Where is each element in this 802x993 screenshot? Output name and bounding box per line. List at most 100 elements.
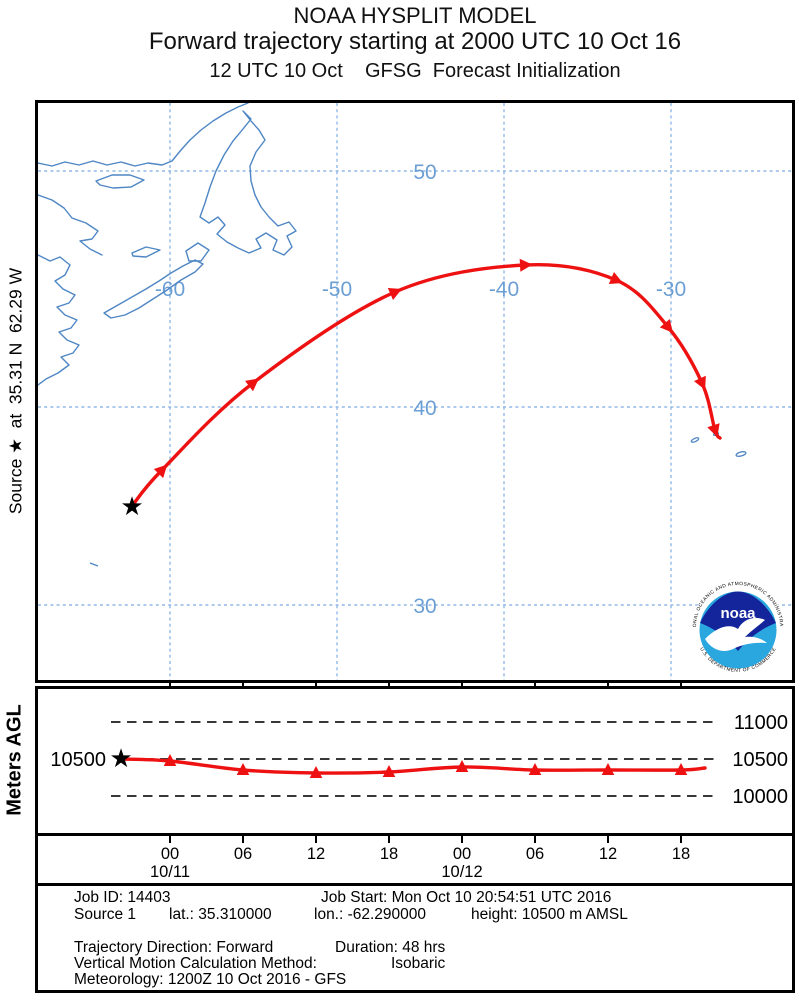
longitude-label: -60 [155,278,185,301]
info-segment: lat.: 35.310000 [169,906,272,923]
height-panel-top-tick [680,681,682,686]
time-tick-label: 00 [452,845,472,863]
info-segment: lon.: -62.290000 [314,906,427,923]
height-6h-marker [236,763,250,775]
height-profile-chart: 11000 10500 10000 10500 ★ [50,712,788,808]
coastline-layer [38,103,747,567]
info-segment: Trajectory Direction: Forward [74,939,274,956]
run-info-box: Job ID: 14403 Job Start: Mon Oct 10 20:54… [35,883,795,993]
map-grid-layer: -60 -50 -40 -30 50 40 30 [38,103,792,680]
height-6h-marker [382,765,396,777]
page-title: NOAA HYSPLIT MODEL [293,3,537,28]
trajectory-6h-marker [245,378,259,392]
coastline-nova-scotia [103,259,204,319]
time-tick-label: 12 [306,845,326,863]
time-tick-label: 06 [525,845,545,863]
height-6h-marker [309,766,323,778]
longitude-label: -40 [489,278,519,301]
longitude-label: -50 [322,278,352,301]
time-tick-label: 12 [598,845,618,863]
noaa-logo: noaa NATIONAL OCEANIC AND ATMOSPHERIC AD… [690,581,786,678]
azores-island-3 [735,451,747,457]
trajectory-6h-marker [519,258,533,272]
trajectory-layer: ★ [120,258,722,521]
info-segment: height: 10500 m AMSL [471,906,628,923]
info-segment: Isobaric [391,955,446,972]
time-tick [680,836,682,843]
height-panel-top-tick [461,681,463,686]
coastline-quebec-gaspe [38,194,103,256]
trajectory-6h-marker [707,423,720,438]
noaa-logo-wordmark: noaa [720,605,756,622]
latitude-label: 50 [413,161,436,184]
info-segment: Job Start: Mon Oct 10 20:54:51 UTC 2016 [321,889,612,906]
time-tick [461,836,463,843]
time-tick [607,836,609,843]
date-label: 10/11 [149,863,191,881]
info-segment: Source 1 [74,906,137,923]
longitude-label: -30 [656,278,686,301]
height-panel-top-tick [534,681,536,686]
trajectory-6h-marker [387,288,402,300]
coastline-newfoundland [199,110,297,256]
start-height-label: 10500 [50,749,106,771]
height-panel-top-tick [315,681,317,686]
height-gridline-label: 10000 [732,786,788,808]
info-segment: Meteorology: 1200Z 10 Oct 2016 - GFS [74,971,347,988]
trajectory-6h-marker [153,464,168,479]
height-y-axis-label: Meters AGL [3,704,26,816]
height-gridline-label: 10500 [732,749,788,771]
trajectory-6h-marker [659,318,673,333]
height-profile-panel: 11000 10500 10000 10500 ★ [35,686,795,836]
info-segment: Vertical Motion Calculation Method: [74,955,317,972]
info-segment: Duration: 48 hrs [335,939,446,956]
coastline-labrador [38,103,249,167]
time-tick-label: 18 [379,845,399,863]
time-tick [534,836,536,843]
height-panel-top-tick [607,681,609,686]
map-y-axis-label: Source ★ at 35.31 N 62.29 W [5,267,26,515]
trajectory-6h-marker [608,272,623,284]
info-row: Source 1 lat.: 35.310000 lon.: -62.290000 h… [38,906,792,923]
time-tick-label: 00 [160,845,180,863]
coastline-anticosti-island [95,174,145,189]
time-tick-label: 06 [233,845,253,863]
height-6h-marker [528,763,542,775]
time-axis: 00 06 12 18 00 06 12 18 10/11 10/12 [35,836,795,883]
height-panel-top-tick [169,681,171,686]
info-segment: Job ID: 14403 [74,889,171,906]
height-6h-marker [674,763,688,775]
latitude-label: 40 [413,397,436,420]
date-label: 10/12 [441,863,483,881]
time-tick [388,836,390,843]
info-row: Vertical Motion Calculation Method: Isoba… [38,955,792,972]
trajectory-map-panel: -60 -50 -40 -30 50 40 30 [35,100,795,683]
info-row: Meteorology: 1200Z 10 Oct 2016 - GFS [38,971,792,988]
source-star-marker: ★ [120,491,143,521]
height-source-star-marker: ★ [109,743,132,773]
time-tick [315,836,317,843]
coastline-maine-new-brunswick [38,254,80,386]
coastline-cape-breton [185,242,210,262]
height-grid-layer: 11000 10500 10000 [111,712,788,808]
time-tick [169,836,171,843]
forecast-init-subtitle: 12 UTC 10 Oct GFSG Forecast Initializati… [209,60,621,82]
height-profile-layer: ★ [109,743,707,778]
height-panel-top-tick [388,681,390,686]
height-6h-marker [163,754,177,766]
coastline-prince-edward-island [131,246,161,258]
time-tick-label: 18 [671,845,691,863]
info-row: Job ID: 14403 Job Start: Mon Oct 10 20:54… [38,889,792,906]
trajectory-6h-marker [694,375,706,390]
height-6h-marker [455,760,469,772]
height-profile-path [119,757,707,775]
noaa-logo-sky [700,591,776,651]
trajectory-map: -60 -50 -40 -30 50 40 30 [38,103,792,680]
trajectory-path [130,262,722,508]
trajectory-subtitle: Forward trajectory starting at 2000 UTC … [148,28,682,55]
info-row: Trajectory Direction: Forward Duration: 4… [38,939,792,956]
time-tick [242,836,244,843]
height-6h-marker [601,763,615,775]
sable-island [89,562,99,567]
